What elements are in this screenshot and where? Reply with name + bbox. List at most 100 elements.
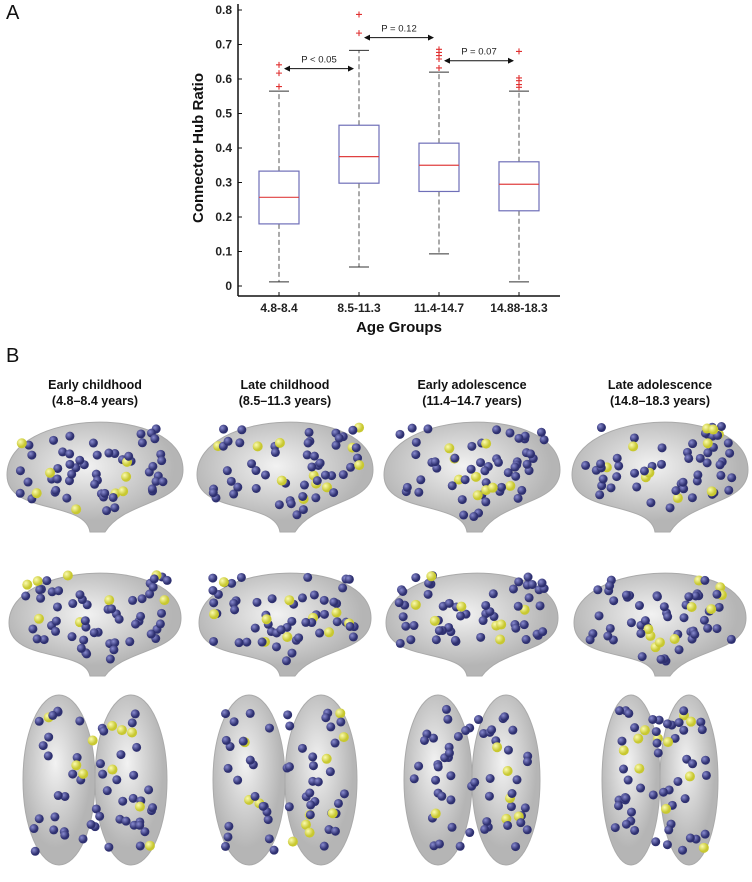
non-hub-node <box>680 794 690 804</box>
x-tick-label: 14.88-18.3 <box>490 301 548 315</box>
non-hub-node <box>285 721 295 731</box>
hub-node <box>492 742 503 753</box>
non-hub-node <box>220 841 230 851</box>
non-hub-node <box>630 723 640 733</box>
non-hub-node <box>723 438 733 448</box>
non-hub-node <box>42 576 52 586</box>
non-hub-node <box>651 727 661 737</box>
non-hub-node <box>114 614 124 624</box>
non-hub-node <box>679 484 689 494</box>
non-hub-node <box>648 714 658 724</box>
non-hub-node <box>535 601 545 611</box>
non-hub-node <box>30 846 40 856</box>
non-hub-node <box>437 791 447 801</box>
hub-node <box>121 471 132 482</box>
non-hub-node <box>51 616 61 626</box>
hub-node <box>481 438 492 449</box>
non-hub-node <box>406 635 416 645</box>
hub-node <box>33 613 44 624</box>
non-hub-node <box>221 709 231 719</box>
hub-node <box>654 637 665 648</box>
non-hub-node <box>145 589 155 599</box>
hub-node <box>426 571 437 582</box>
non-hub-node <box>481 478 491 488</box>
non-hub-node <box>304 427 314 437</box>
non-hub-node <box>693 470 703 480</box>
non-hub-node <box>135 820 145 830</box>
non-hub-node <box>219 424 229 434</box>
non-hub-node <box>614 801 624 811</box>
non-hub-node <box>480 824 490 834</box>
non-hub-node <box>79 635 89 645</box>
non-hub-node <box>727 473 737 483</box>
non-hub-node <box>605 581 615 591</box>
non-hub-node <box>441 704 451 714</box>
non-hub-node <box>699 615 709 625</box>
non-hub-node <box>627 807 637 817</box>
hub-node <box>430 808 441 819</box>
non-hub-node <box>688 439 698 449</box>
hub-node <box>71 504 82 515</box>
non-hub-node <box>263 815 273 825</box>
non-hub-node <box>453 731 463 741</box>
non-hub-node <box>687 493 697 503</box>
non-hub-node <box>137 438 147 448</box>
non-hub-node <box>135 841 145 851</box>
hub-node <box>104 595 115 606</box>
non-hub-node <box>679 706 689 716</box>
non-hub-node <box>23 477 33 487</box>
non-hub-node <box>107 604 117 614</box>
non-hub-node <box>110 638 120 648</box>
non-hub-node <box>129 770 139 780</box>
non-hub-node <box>15 466 25 476</box>
non-hub-node <box>86 820 96 830</box>
non-hub-node <box>149 574 159 584</box>
non-hub-node <box>398 612 408 622</box>
non-hub-node <box>221 735 231 745</box>
y-tick-label: 0.3 <box>215 176 232 190</box>
non-hub-node <box>339 789 349 799</box>
non-hub-node <box>104 448 114 458</box>
non-hub-node <box>99 726 109 736</box>
non-hub-node <box>512 775 522 785</box>
hub-node <box>706 486 717 497</box>
non-hub-node <box>267 594 277 604</box>
non-hub-node <box>511 842 521 852</box>
outlier-marker <box>516 74 522 81</box>
hub-node <box>661 803 672 814</box>
hub-node <box>218 577 229 588</box>
non-hub-node <box>624 708 634 718</box>
non-hub-node <box>65 431 75 441</box>
non-hub-node <box>469 512 479 522</box>
non-hub-node <box>510 462 520 472</box>
non-hub-node <box>303 438 313 448</box>
column-title-main: Late childhood <box>240 378 330 392</box>
non-hub-node <box>283 710 293 720</box>
non-hub-node <box>147 484 157 494</box>
non-hub-node <box>29 824 39 834</box>
non-hub-node <box>595 490 605 500</box>
non-hub-node <box>224 821 234 831</box>
non-hub-node <box>626 618 636 628</box>
non-hub-node <box>537 578 547 588</box>
non-hub-node <box>108 492 118 502</box>
hub-node <box>159 595 170 606</box>
hub-node <box>715 582 726 593</box>
non-hub-node <box>517 485 527 495</box>
non-hub-node <box>593 585 603 595</box>
hub-node <box>505 480 516 491</box>
non-hub-node <box>286 499 296 509</box>
non-hub-node <box>21 591 31 601</box>
non-hub-node <box>307 462 317 472</box>
non-hub-node <box>651 837 661 847</box>
hub-node <box>321 753 332 764</box>
brain-lateral-view <box>196 421 374 533</box>
non-hub-node <box>39 635 49 645</box>
non-hub-node <box>484 791 494 801</box>
hub-node <box>472 490 483 501</box>
non-hub-node <box>465 828 475 838</box>
non-hub-node <box>104 842 114 852</box>
non-hub-node <box>270 447 280 457</box>
outlier-marker <box>276 61 282 68</box>
hub-node <box>32 576 43 587</box>
